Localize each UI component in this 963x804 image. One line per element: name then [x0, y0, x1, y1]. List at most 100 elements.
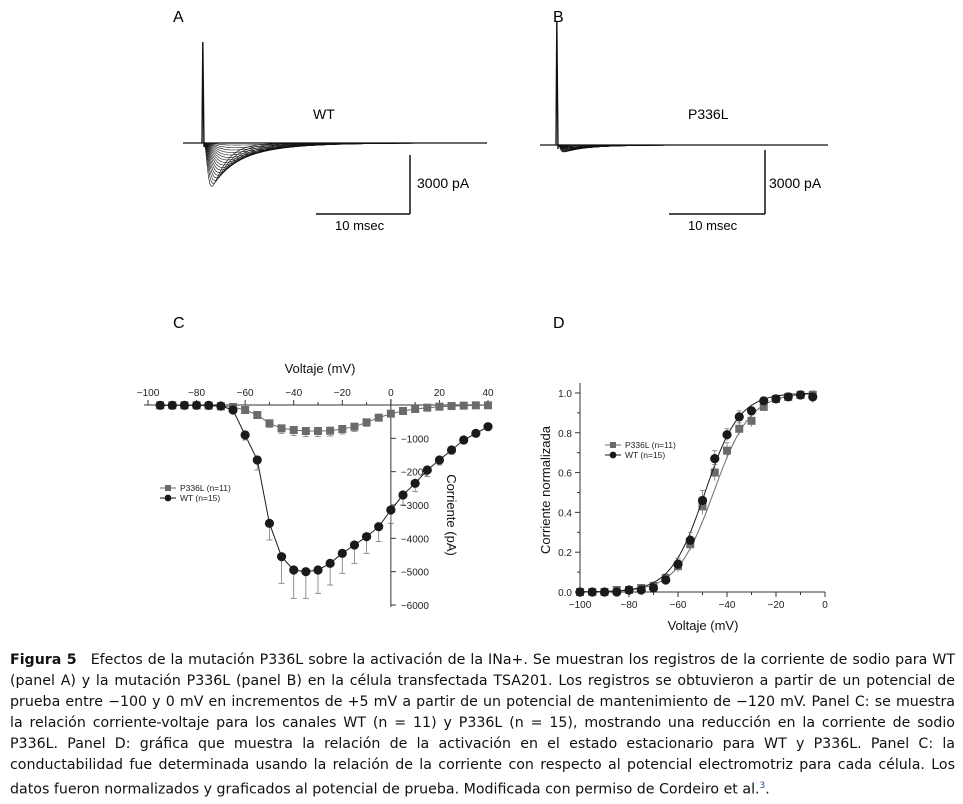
data-point	[483, 422, 493, 432]
data-point	[685, 535, 695, 545]
panel-c: C −100 −80 −60 −40 −20 0 20 40 −1000 −2000 −3000 −4…	[137, 315, 494, 612]
data-point	[771, 394, 781, 404]
data-point	[374, 413, 383, 422]
y-tick-label: −4000	[401, 534, 430, 545]
x-tick-label: 40	[482, 388, 494, 399]
data-point	[374, 522, 384, 532]
data-point	[167, 400, 177, 410]
caption-reference[interactable]: 3	[759, 781, 766, 791]
data-point	[350, 422, 359, 431]
x-tick-label: −20	[334, 388, 351, 399]
data-point	[337, 548, 347, 558]
data-point	[338, 425, 347, 433]
x-tick-label: −40	[719, 600, 736, 611]
x-tick-label: −60	[237, 388, 254, 399]
x-axis-title: Voltaje (mV)	[668, 618, 739, 633]
data-point	[599, 587, 610, 597]
panel-b-scale-time: 10 msec	[688, 218, 738, 233]
data-point	[253, 411, 262, 419]
data-point	[326, 426, 335, 435]
panel-c-iv-chart: −100 −80 −60 −40 −20 0 20 40 −1000 −2000 −3000 −400…	[137, 361, 494, 612]
data-point	[735, 424, 744, 433]
panel-a-scale-current: 3000 pA	[417, 175, 470, 191]
data-point	[575, 587, 585, 597]
fit-curve	[579, 392, 813, 593]
x-tick-label: 20	[434, 388, 446, 399]
data-point	[216, 401, 226, 411]
y-tick-label: 1.0	[558, 389, 572, 400]
panel-b-label: P336L	[688, 106, 729, 122]
y-tick-label: −1000	[401, 434, 430, 445]
caption-text: Efectos de la mutación P336L sobre la ac…	[10, 652, 955, 798]
data-point	[759, 396, 769, 406]
data-point	[624, 585, 634, 595]
data-point	[398, 490, 408, 500]
x-tick-label: −20	[768, 600, 785, 611]
current-trace	[203, 142, 486, 176]
legend-label: WT (n=15)	[625, 450, 665, 460]
panel-a-scale-bar	[316, 155, 411, 215]
panel-a-letter: A	[173, 9, 184, 26]
current-trace	[203, 142, 486, 179]
legend-marker	[610, 442, 616, 448]
data-point	[459, 435, 469, 445]
legend-marker	[164, 494, 172, 502]
data-point	[747, 416, 756, 425]
panel-a-current-traces	[183, 41, 487, 187]
x-tick-label: −40	[285, 388, 302, 399]
data-point	[710, 454, 720, 464]
data-point	[313, 565, 323, 575]
y-tick-label: 0.0	[558, 588, 572, 599]
legend-marker	[609, 451, 617, 459]
data-point	[648, 583, 659, 593]
legend-marker	[165, 485, 171, 491]
legend-label: P336L (n=11)	[625, 440, 676, 450]
data-point	[759, 402, 768, 411]
fit-curve	[579, 393, 813, 593]
y-tick-label: 0.2	[558, 548, 572, 559]
data-point	[240, 430, 250, 440]
panel-a-label: WT	[313, 106, 335, 122]
data-point	[277, 424, 286, 433]
caption-text-end: .	[765, 781, 770, 798]
data-point	[636, 585, 646, 595]
data-point	[673, 559, 683, 569]
data-point	[435, 402, 444, 411]
figure-caption: Figura 5 Efectos de la mutación P336L sob…	[10, 650, 955, 801]
data-point	[783, 392, 793, 402]
data-point	[301, 427, 310, 435]
data-point	[446, 445, 457, 455]
data-point	[228, 405, 238, 415]
current-trace	[557, 144, 828, 152]
panel-d-letter: D	[553, 315, 565, 332]
capacitive-artifact	[555, 21, 559, 150]
y-tick-label: 0.8	[558, 429, 572, 440]
y-tick-label: −3000	[401, 501, 430, 512]
data-point	[612, 587, 622, 597]
data-point	[697, 495, 708, 506]
data-point	[265, 419, 274, 428]
data-point	[795, 390, 806, 400]
data-point	[422, 465, 432, 475]
panel-d-activation-chart: −100 −80 −60 −40 −20 0 0.0 0.2 0.4 0.6 0.8 1.0 Volta…	[538, 383, 828, 633]
data-point	[434, 455, 445, 465]
data-point	[471, 401, 480, 410]
y-tick-label: 0.4	[558, 508, 572, 519]
x-tick-label: −100	[137, 388, 160, 399]
y-tick-label: −5000	[401, 568, 430, 579]
data-point	[264, 518, 275, 528]
data-point	[723, 446, 731, 455]
panel-c-letter: C	[173, 315, 185, 332]
data-point	[252, 455, 262, 465]
data-point	[386, 505, 396, 515]
data-point	[191, 400, 202, 410]
data-point	[361, 532, 372, 542]
data-point	[386, 409, 395, 418]
data-point	[276, 552, 287, 562]
data-point	[722, 430, 732, 440]
data-point	[447, 402, 456, 410]
data-point	[710, 468, 719, 477]
data-point	[587, 587, 597, 597]
data-point	[314, 427, 322, 435]
data-point	[301, 567, 311, 577]
